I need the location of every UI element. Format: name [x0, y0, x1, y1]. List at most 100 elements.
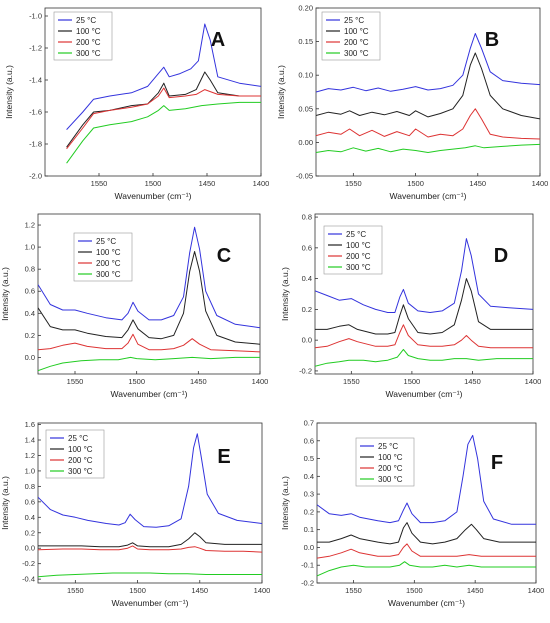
- y-tick-label: 0.2: [304, 507, 314, 516]
- y-axis-title: Intensity (a.u.): [280, 267, 290, 321]
- legend-label: 100 °C: [76, 27, 101, 36]
- legend-label: 200 °C: [346, 252, 371, 261]
- x-tick-label: 1550: [91, 179, 108, 188]
- legend-label: 100 °C: [96, 248, 121, 257]
- y-tick-label: 1.0: [25, 466, 35, 475]
- y-tick-label: 0.10: [298, 71, 313, 80]
- y-axis-title: Intensity (a.u.): [0, 476, 10, 530]
- legend-label: 25 °C: [96, 237, 116, 246]
- series-line-200c: [315, 324, 533, 349]
- legend-label: 25 °C: [76, 16, 96, 25]
- legend-label: 200 °C: [76, 38, 101, 47]
- panel-C: 1550 1500 1450 1400 1.2 1.0 0.8 0.6 0.4 0.2 0.0 Wav…: [0, 213, 268, 399]
- legend-label: 200 °C: [344, 38, 369, 47]
- y-tick-label: -1.2: [29, 44, 42, 53]
- legend-label: 25 °C: [346, 230, 366, 239]
- y-tick-label: 0.1: [304, 525, 314, 534]
- x-tick-label: 1500: [404, 377, 421, 386]
- y-tick-label: 0.7: [304, 419, 314, 428]
- legend-label: 300 °C: [76, 49, 101, 58]
- legend-label: 200 °C: [378, 464, 403, 473]
- legend: 25 °C 100 °C 200 °C 300 °C: [321, 11, 381, 61]
- legend-label: 100 °C: [344, 27, 369, 36]
- x-tick-label: 1450: [464, 377, 481, 386]
- x-tick-label: 1550: [345, 586, 362, 595]
- legend: 25 °C 100 °C 200 °C 300 °C: [355, 437, 415, 487]
- y-tick-label: -1.8: [29, 140, 42, 149]
- y-axis-title: Intensity (a.u.): [4, 65, 14, 119]
- x-axis-title: Wavenumber (cm⁻¹): [112, 598, 189, 608]
- x-tick-label: 1450: [199, 179, 216, 188]
- series-line-25c: [38, 433, 262, 528]
- y-tick-label: 1.4: [25, 436, 35, 445]
- series-line-25c: [38, 226, 260, 329]
- panel-F: 1550 1500 1450 1400 0.7 0.6 0.5 0.4 0.3 0.2 0.1 0.0…: [280, 419, 544, 609]
- legend-box: [321, 11, 381, 61]
- y-tick-label: -1.6: [29, 108, 42, 117]
- x-tick-label: 1450: [467, 586, 484, 595]
- x-axis-title: Wavenumber (cm⁻¹): [111, 389, 188, 399]
- x-tick-label: 1400: [532, 179, 549, 188]
- x-tick-label: 1550: [345, 179, 362, 188]
- y-tick-label: 0.6: [25, 497, 35, 506]
- legend-label: 300 °C: [346, 263, 371, 272]
- y-tick-label: 0.8: [25, 482, 35, 491]
- x-tick-label: 1400: [254, 586, 271, 595]
- y-tick-label: 0.8: [25, 265, 35, 274]
- x-tick-label: 1500: [128, 377, 145, 386]
- legend: 25 °C 100 °C 200 °C 300 °C: [323, 225, 383, 275]
- series-line-25c: [317, 434, 536, 525]
- y-tick-label: -0.2: [22, 559, 35, 568]
- series-line-200c: [38, 545, 262, 553]
- series-line-200c: [66, 87, 261, 150]
- series-line-100c: [66, 71, 261, 148]
- y-tick-label: 0.2: [302, 305, 312, 314]
- y-tick-label: 1.2: [25, 221, 35, 230]
- y-tick-label: 0.0: [302, 336, 312, 345]
- x-tick-label: 1450: [191, 586, 208, 595]
- plot-frame: [37, 213, 261, 375]
- y-tick-label: 0.0: [25, 544, 35, 553]
- series-line-200c: [38, 333, 260, 353]
- y-tick-label: 0.0: [304, 543, 314, 552]
- y-axis-title: Intensity (a.u.): [0, 267, 10, 321]
- series-line-100c: [38, 532, 262, 548]
- panel-letter: C: [217, 245, 231, 267]
- series-line-300c: [315, 348, 533, 367]
- x-tick-label: 1400: [525, 377, 542, 386]
- y-tick-label: -1.0: [29, 12, 42, 21]
- plot-frame: [37, 422, 263, 584]
- series-line-200c: [316, 108, 540, 140]
- y-tick-label: 1.0: [25, 243, 35, 252]
- y-tick-label: 0.20: [298, 4, 313, 13]
- series-line-25c: [316, 33, 540, 93]
- legend-label: 25 °C: [378, 442, 398, 451]
- x-tick-label: 1400: [253, 179, 270, 188]
- y-tick-label: 0.3: [304, 490, 314, 499]
- y-tick-label: 0.2: [25, 331, 35, 340]
- y-tick-label: -2.0: [29, 172, 42, 181]
- x-axis-title: Wavenumber (cm⁻¹): [386, 389, 463, 399]
- x-axis-title: Wavenumber (cm⁻¹): [390, 191, 467, 201]
- legend: 25 °C 100 °C 200 °C 300 °C: [73, 232, 133, 282]
- y-tick-label: -0.4: [22, 575, 35, 584]
- legend: 25 °C 100 °C 200 °C 300 °C: [53, 11, 113, 61]
- legend-label: 300 °C: [344, 49, 369, 58]
- panel-A: 1550 1500 1450 1400 -1.0 -1.2 -1.4 -1.6 -1.8 -2.0…: [4, 7, 270, 201]
- y-tick-label: 0.4: [302, 274, 312, 283]
- y-tick-label: -0.2: [301, 579, 314, 588]
- legend-label: 300 °C: [96, 270, 121, 279]
- y-tick-label: 0.5: [304, 454, 314, 463]
- x-tick-label: 1500: [406, 586, 423, 595]
- x-tick-label: 1450: [469, 179, 486, 188]
- y-tick-label: 0.2: [25, 528, 35, 537]
- panel-letter: E: [217, 446, 230, 468]
- y-tick-label: -0.2: [299, 366, 312, 375]
- y-tick-label: 0.05: [298, 104, 313, 113]
- panel-letter: B: [485, 29, 499, 51]
- y-tick-label: 0.15: [298, 37, 313, 46]
- legend-label: 100 °C: [68, 445, 93, 454]
- y-tick-label: 0.8: [302, 213, 312, 222]
- x-tick-label: 1500: [407, 179, 424, 188]
